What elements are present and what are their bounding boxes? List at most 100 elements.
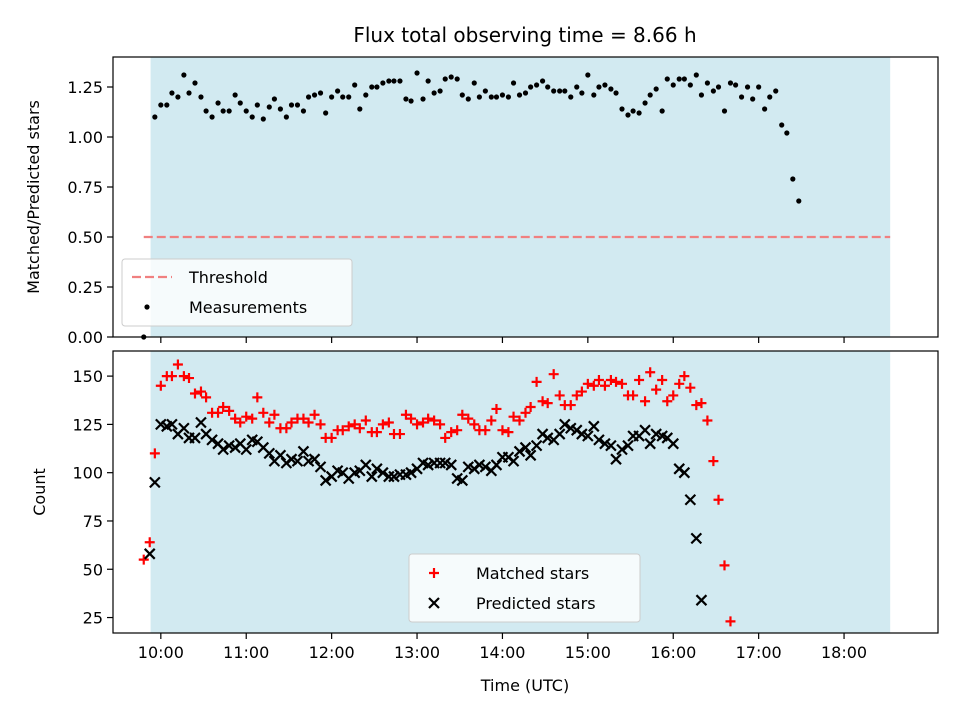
matched-stars-point <box>377 419 388 430</box>
matched-stars-point <box>230 413 241 424</box>
measurement-point <box>209 114 215 120</box>
matched-stars-point <box>696 398 707 409</box>
matched-stars-point <box>303 417 314 428</box>
matched-stars-point <box>252 392 263 403</box>
matched-stars-point <box>497 425 508 436</box>
y-tick-label: 0.00 <box>67 328 103 347</box>
matched-stars-point <box>423 413 434 424</box>
predicted-stars-point <box>559 418 571 431</box>
matched-stars-point <box>149 448 160 459</box>
matched-stars-point <box>258 407 269 418</box>
measurement-point <box>488 94 494 100</box>
measurement-point <box>710 88 716 94</box>
matched-stars-point <box>576 386 587 397</box>
legend-marker <box>429 568 439 578</box>
predicted-stars-point <box>314 461 327 473</box>
measurement-point <box>237 100 243 106</box>
measurement-point <box>431 90 437 96</box>
matched-stars-point <box>201 392 212 403</box>
measurement-point <box>670 82 676 88</box>
measurement-point <box>551 88 557 94</box>
matched-stars-point <box>537 396 548 407</box>
measurement-point <box>414 70 420 76</box>
predicted-stars-point <box>263 447 276 460</box>
matched-stars-point <box>337 425 348 436</box>
measurement-point <box>425 78 431 84</box>
matched-stars-point <box>218 402 229 413</box>
matched-stars-point <box>309 409 320 420</box>
predicted-stars-point <box>507 455 520 467</box>
measurement-point <box>602 82 608 88</box>
measurement-point <box>391 78 397 84</box>
measurement-point <box>790 176 796 182</box>
count-y-axis-label: Count <box>30 468 49 516</box>
measurement-point <box>647 92 653 98</box>
measurement-point <box>568 94 574 100</box>
x-tick-label: 15:00 <box>565 643 611 662</box>
predicted-stars-point <box>582 430 594 442</box>
matched-stars-point <box>195 386 206 397</box>
measurement-point <box>545 84 551 90</box>
measurement-point <box>465 96 471 102</box>
count-panel-frame <box>112 350 939 634</box>
matched-stars-point <box>224 405 235 416</box>
x-tick-label: 18:00 <box>821 643 867 662</box>
matched-stars-point <box>725 616 736 627</box>
predicted-stars-point <box>308 453 321 465</box>
measurement-point <box>499 92 506 98</box>
measurement-point <box>403 96 409 102</box>
measurement-point <box>738 94 745 100</box>
stars-series <box>138 359 736 627</box>
predicted-stars-point <box>297 445 310 458</box>
y-tick-label: 50 <box>83 560 103 579</box>
predicted-stars-point <box>610 453 622 465</box>
measurement-point <box>311 92 318 98</box>
predicted-stars-point <box>519 441 532 454</box>
measurement-point <box>715 84 722 90</box>
predicted-stars-point <box>530 439 543 452</box>
measurement-point <box>630 108 636 114</box>
matched-stars-point <box>605 374 616 385</box>
predicted-stars-point <box>678 466 691 479</box>
matched-stars-point <box>685 382 696 393</box>
y-tick-label: 1.00 <box>67 128 103 147</box>
measurement-point <box>585 72 591 78</box>
matched-stars-point <box>184 373 195 384</box>
measurement-point <box>175 94 181 100</box>
matched-stars-point <box>571 390 582 401</box>
matched-stars-point <box>520 407 531 418</box>
measurement-point <box>232 92 238 98</box>
matched-stars-point <box>628 390 639 401</box>
matched-stars-point <box>611 376 622 387</box>
measurement-point <box>277 106 283 112</box>
predicted-stars-point <box>206 434 218 446</box>
measurement-point <box>557 88 563 94</box>
y-tick-label: 150 <box>72 367 103 386</box>
predicted-stars-point <box>240 443 253 456</box>
matched-stars-point <box>269 409 280 420</box>
matched-stars-point <box>668 390 679 401</box>
measurement-point <box>408 98 414 104</box>
measurement-point <box>164 102 170 108</box>
matched-stars-point <box>264 417 275 428</box>
measurement-point <box>476 94 482 100</box>
legend-marker <box>144 304 150 310</box>
measurement-point <box>471 80 477 86</box>
y-tick-label: 1.25 <box>67 78 103 97</box>
measurement-point <box>340 94 346 100</box>
matched-stars-point <box>514 415 525 426</box>
ratio-y-axis-label: Matched/Predicted stars <box>24 100 43 294</box>
measurement-point <box>659 108 665 114</box>
predicted-stars-point <box>605 439 617 452</box>
matched-stars-point <box>440 432 451 443</box>
x-tick-label: 13:00 <box>394 643 440 662</box>
predicted-stars-point <box>377 466 389 479</box>
measurement-point <box>522 90 529 96</box>
matched-stars-point <box>531 376 542 387</box>
matched-stars-point <box>371 427 382 438</box>
matched-stars-point <box>582 378 593 389</box>
y-tick-label: 0.50 <box>67 228 103 247</box>
measurement-point <box>323 110 329 116</box>
matched-stars-point <box>360 415 371 426</box>
measurement-point <box>510 80 517 86</box>
